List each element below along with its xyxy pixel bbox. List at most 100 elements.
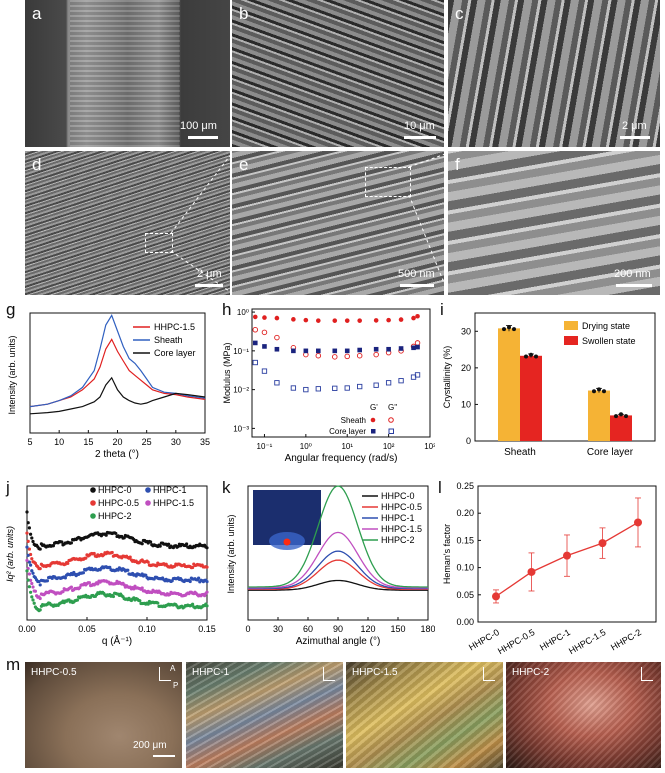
i-ylabel: Crystallinity (%) xyxy=(442,346,452,409)
i-sample-dot xyxy=(502,327,506,332)
scale-text-a: 100 μm xyxy=(180,120,217,132)
scale-bar-f xyxy=(616,284,652,287)
scale-bar-e xyxy=(400,284,434,287)
saxs-beamstop xyxy=(283,538,291,546)
pom-image-3: HHPC-1.5 xyxy=(346,662,503,768)
panel-label-k: k xyxy=(222,478,231,497)
j-point-2 xyxy=(26,553,30,557)
chart-h: 10⁻¹ 10⁰ 10¹ 10² 10³ 10⁰ 10⁻¹ 10⁻² 10⁻³ Angular … xyxy=(222,308,435,464)
scale-bar-a xyxy=(188,136,218,139)
j-point-3 xyxy=(96,582,100,586)
j-point-4 xyxy=(31,598,35,602)
panel-label-f: f xyxy=(455,155,460,174)
i-legend-label-1: Swollen state xyxy=(582,336,636,346)
l-point-3 xyxy=(598,539,607,548)
pom-image-2: HHPC-1 xyxy=(186,662,343,768)
h-point-2 xyxy=(357,347,362,353)
plot-frame-i xyxy=(474,312,656,442)
h-point-2 xyxy=(252,340,258,346)
j-point-1 xyxy=(26,539,30,543)
j-point-2 xyxy=(126,568,130,572)
h-point-3 xyxy=(373,382,379,388)
plot-frame-j xyxy=(26,485,208,621)
i-ytick-label: 20 xyxy=(461,363,471,373)
pom-title-2: HHPC-1 xyxy=(192,667,230,678)
panel-label-l: l xyxy=(438,478,442,497)
j-point-3 xyxy=(25,558,29,563)
i-sample-dot xyxy=(524,354,528,359)
i-sample-dot xyxy=(529,352,533,357)
j-point-0 xyxy=(60,540,64,544)
i-sample-dot xyxy=(507,325,511,330)
i-sample-dot xyxy=(619,412,623,417)
k-legend-label-2: HHPC-1 xyxy=(381,513,415,523)
j-point-3 xyxy=(87,581,91,585)
h-point-0 xyxy=(291,317,296,322)
scale-bar-b xyxy=(404,136,436,139)
k-xtick-label: 120 xyxy=(360,624,375,634)
j-point-0 xyxy=(51,544,56,548)
j-point-1 xyxy=(92,551,96,556)
h-point-0 xyxy=(252,314,258,320)
panel-label-e: e xyxy=(239,155,249,174)
plot-frame-l xyxy=(477,485,657,623)
h-point-3 xyxy=(398,378,404,384)
j-point-2 xyxy=(45,579,50,583)
h-point-3 xyxy=(290,385,297,391)
k-series-line-0 xyxy=(248,579,428,591)
i-sample-dot xyxy=(597,387,601,392)
k-legend-label-4: HHPC-2 xyxy=(381,535,415,545)
h-ytick-label: 10⁰ xyxy=(237,308,249,317)
j-point-1 xyxy=(205,565,209,569)
i-sample-dot xyxy=(624,414,628,419)
h-xtick-label: 10² xyxy=(383,442,395,451)
k-series-line-1 xyxy=(248,559,428,591)
panel-label-m: m xyxy=(6,655,21,674)
l-ytick-label: 0.20 xyxy=(456,508,474,518)
h-xtick-label: 10³ xyxy=(424,442,435,451)
h-legend-core-gp-marker xyxy=(371,429,376,434)
j-point-2 xyxy=(38,583,42,587)
j-point-0 xyxy=(140,542,144,546)
scale-text-e: 500 nm xyxy=(398,268,435,280)
j-point-2 xyxy=(188,579,192,584)
scale-text-c: 2 μm xyxy=(622,120,647,132)
j-point-4 xyxy=(26,578,30,582)
h-ytick-label: 10⁻¹ xyxy=(233,347,249,356)
h-point-0 xyxy=(398,317,404,322)
l-ticks-group: 0.00 0.05 0.10 0.15 0.20 0.25 xyxy=(456,482,481,627)
j-point-4 xyxy=(205,604,209,608)
j-point-0 xyxy=(29,532,33,536)
i-ytick-label: 30 xyxy=(461,326,471,336)
k-series-line-4 xyxy=(248,485,428,588)
h-point-1 xyxy=(315,352,322,359)
l-ytick-label: 0.25 xyxy=(456,482,474,491)
g-ticks-group: 5 10 15 20 25 30 35 xyxy=(27,430,210,447)
j-ticks-group: 0.00 0.05 0.10 0.15 xyxy=(18,617,216,634)
j-point-0 xyxy=(104,533,108,537)
zoom-box-e xyxy=(365,167,411,197)
sem-image-a: a 100 μm xyxy=(25,0,230,147)
i-ticks-group: 0 10 20 30 xyxy=(461,326,478,446)
h-point-3 xyxy=(332,385,338,391)
j-point-3 xyxy=(205,590,209,594)
panel-label-d: d xyxy=(32,155,42,174)
l-point-1 xyxy=(527,567,536,576)
j-point-1 xyxy=(30,557,34,561)
i-legend-swatch-0 xyxy=(564,321,578,330)
h-point-0 xyxy=(262,315,267,320)
h-point-2 xyxy=(303,348,309,354)
h-legend-core-gpp-marker xyxy=(388,428,394,434)
h-legend-gp: G' xyxy=(370,403,378,412)
j-point-0 xyxy=(114,531,118,536)
l-ytick-label: 0.05 xyxy=(456,590,474,600)
pom-scale-bar xyxy=(153,755,175,757)
j-point-4 xyxy=(138,599,142,603)
g-series-line-0 xyxy=(29,338,206,408)
j-point-1 xyxy=(128,555,132,559)
h-point-3 xyxy=(274,380,280,386)
j-legend-label-0: HHPC-0 xyxy=(98,485,132,495)
g-legend: HHPC-1.5 Sheath Core layer xyxy=(133,322,196,358)
